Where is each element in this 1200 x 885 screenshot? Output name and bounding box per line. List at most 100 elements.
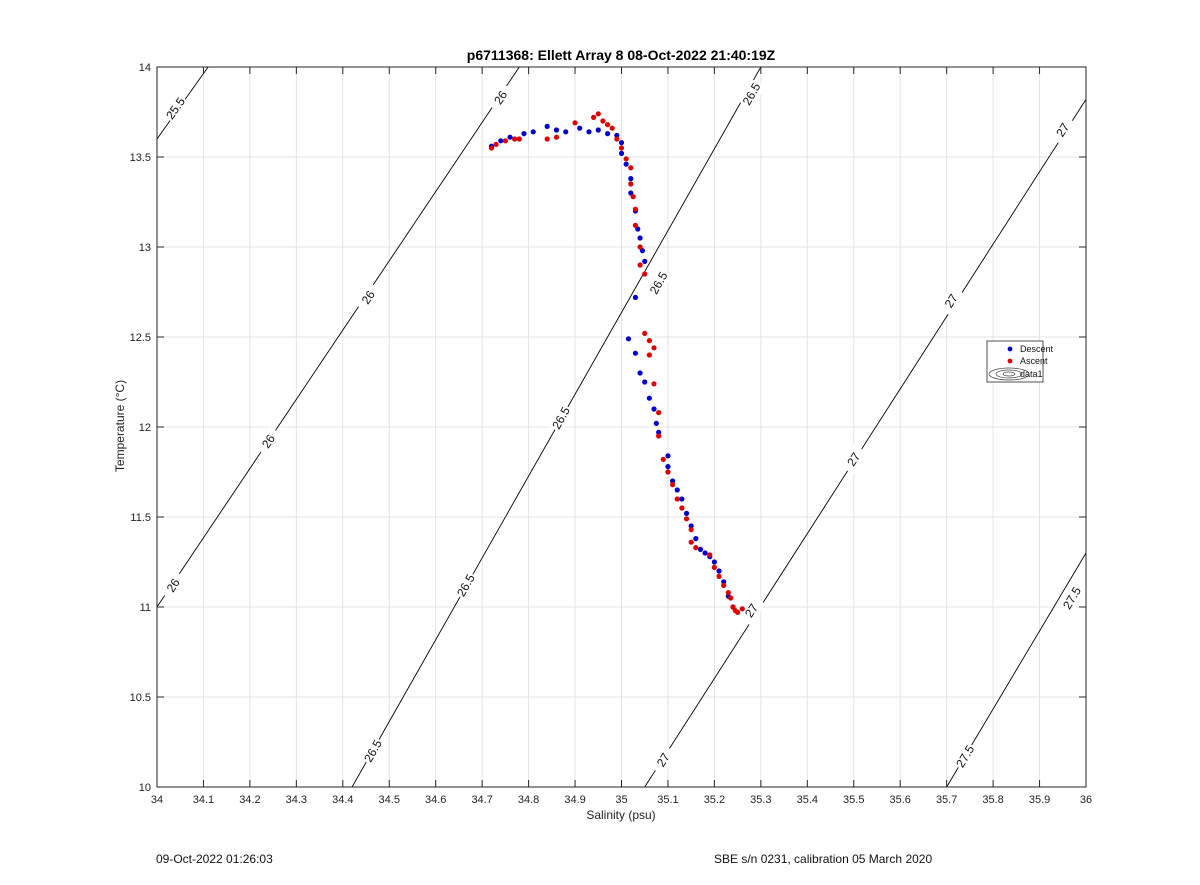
- ascent-point: [600, 118, 606, 124]
- y-tick-label: 10: [139, 782, 151, 794]
- y-tick-label: 13.5: [130, 152, 151, 164]
- y-tick-label: 12.5: [130, 332, 151, 344]
- contour-label-bg: [951, 741, 979, 772]
- ascent-point: [488, 145, 495, 151]
- descent-point: [618, 150, 625, 156]
- descent-point: [637, 370, 643, 376]
- ascent-point: [512, 136, 518, 142]
- ascent-point: [656, 410, 662, 416]
- contour-label-bg: [649, 744, 678, 776]
- legend-contour-icon: [988, 367, 1030, 381]
- descent-point: [544, 123, 550, 129]
- descent-point: [679, 496, 685, 502]
- ascent-point: [604, 122, 611, 128]
- x-tick-label: 34.9: [564, 794, 585, 806]
- y-axis-label: Temperature (°C): [113, 380, 127, 472]
- grid: [156, 66, 1087, 788]
- contour-label-bg: [359, 735, 387, 767]
- ascent-point: [688, 539, 694, 545]
- ascent-point: [642, 271, 648, 277]
- ascent-point: [693, 545, 699, 551]
- ascent-point: [516, 136, 522, 142]
- ascent-point: [683, 516, 690, 522]
- ascent-point: [544, 136, 550, 142]
- x-tick-label: 35.2: [704, 794, 725, 806]
- contour-label-bg: [161, 93, 190, 124]
- ascent-point: [739, 606, 745, 612]
- legend-label-data1: data1: [1020, 369, 1043, 379]
- descent-point: [656, 429, 662, 435]
- ascent-point: [651, 381, 657, 387]
- ascent-point: [660, 456, 666, 462]
- ascent-point: [637, 262, 643, 268]
- descent-point: [553, 127, 560, 133]
- x-tick-label: 34.1: [193, 794, 214, 806]
- chart-title: p6711368: Ellett Array 8 08-Oct-2022 21:…: [467, 47, 776, 63]
- x-tick-label: 34: [151, 794, 163, 806]
- x-tick-label: 34.5: [379, 794, 400, 806]
- footer-calibration: SBE s/n 0231, calibration 05 March 2020: [714, 852, 933, 866]
- descent-point: [642, 258, 648, 264]
- descent-point: [618, 140, 625, 146]
- ascent-point: [646, 338, 652, 344]
- descent-point: [651, 406, 657, 412]
- legend-label-descent: Descent: [1020, 344, 1054, 354]
- ascent-point: [707, 552, 713, 558]
- x-tick-label: 35.1: [657, 794, 678, 806]
- ascent-point: [679, 505, 685, 511]
- contour-label-bg: [159, 570, 188, 601]
- descent-point: [693, 536, 699, 542]
- descent-point: [702, 550, 708, 556]
- axes: 34 34.1 34.2 34.3 34.4 34.5 34.6 34.7 34.8 34.9 35…: [130, 62, 1093, 806]
- contour-label-bg: [1058, 582, 1086, 614]
- x-tick-label: 35.4: [797, 794, 818, 806]
- descent-point: [674, 487, 680, 493]
- ascent-point: [609, 125, 615, 131]
- descent-point: [688, 523, 694, 529]
- contour-line: [644, 99, 1087, 788]
- descent-point: [665, 464, 671, 470]
- descent-point: [669, 478, 676, 484]
- ascent-point: [651, 345, 657, 351]
- descent-point: [665, 453, 671, 459]
- x-tick-label: 34.7: [471, 794, 492, 806]
- x-tick-label: 34.4: [332, 794, 353, 806]
- ascent-point: [728, 595, 734, 601]
- ascent-point: [665, 469, 671, 475]
- ascent-point: [669, 482, 676, 488]
- legend-marker-ascent: [1007, 358, 1013, 364]
- descent-point: [563, 129, 569, 135]
- descent-point: [721, 579, 727, 585]
- descent-point: [642, 379, 648, 385]
- descent-point: [711, 559, 718, 565]
- ascent-point: [642, 330, 648, 336]
- y-tick-label: 10.5: [130, 692, 151, 704]
- ascent-point: [630, 194, 636, 200]
- ascent-point: [725, 590, 731, 596]
- contour-label-bg: [452, 570, 480, 601]
- ascent-point: [632, 206, 639, 212]
- x-tick-label: 35.9: [1029, 794, 1050, 806]
- x-tick-label: 36: [1080, 794, 1092, 806]
- descent-point: [614, 132, 620, 138]
- legend-label-ascent: Ascent: [1020, 356, 1048, 366]
- ascent-point: [553, 134, 560, 140]
- contour-label-bg: [645, 267, 673, 299]
- contour-label-bg: [354, 282, 383, 313]
- descent-point: [637, 235, 643, 241]
- contour-label-bg: [254, 426, 283, 457]
- descent-point: [628, 176, 634, 182]
- x-tick-label: 35.3: [750, 794, 771, 806]
- ascent-point: [591, 114, 597, 120]
- descent-point: [577, 125, 583, 131]
- contour-label-bg: [738, 78, 765, 110]
- x-tick-label: 35.6: [889, 794, 910, 806]
- contour-label-bg: [937, 285, 966, 317]
- descent-point: [683, 510, 690, 516]
- descent-point: [521, 131, 527, 137]
- descent-point: [623, 161, 629, 167]
- contour-label-bg: [737, 595, 766, 626]
- ascent-point: [623, 156, 629, 162]
- x-tick-label: 35: [615, 794, 627, 806]
